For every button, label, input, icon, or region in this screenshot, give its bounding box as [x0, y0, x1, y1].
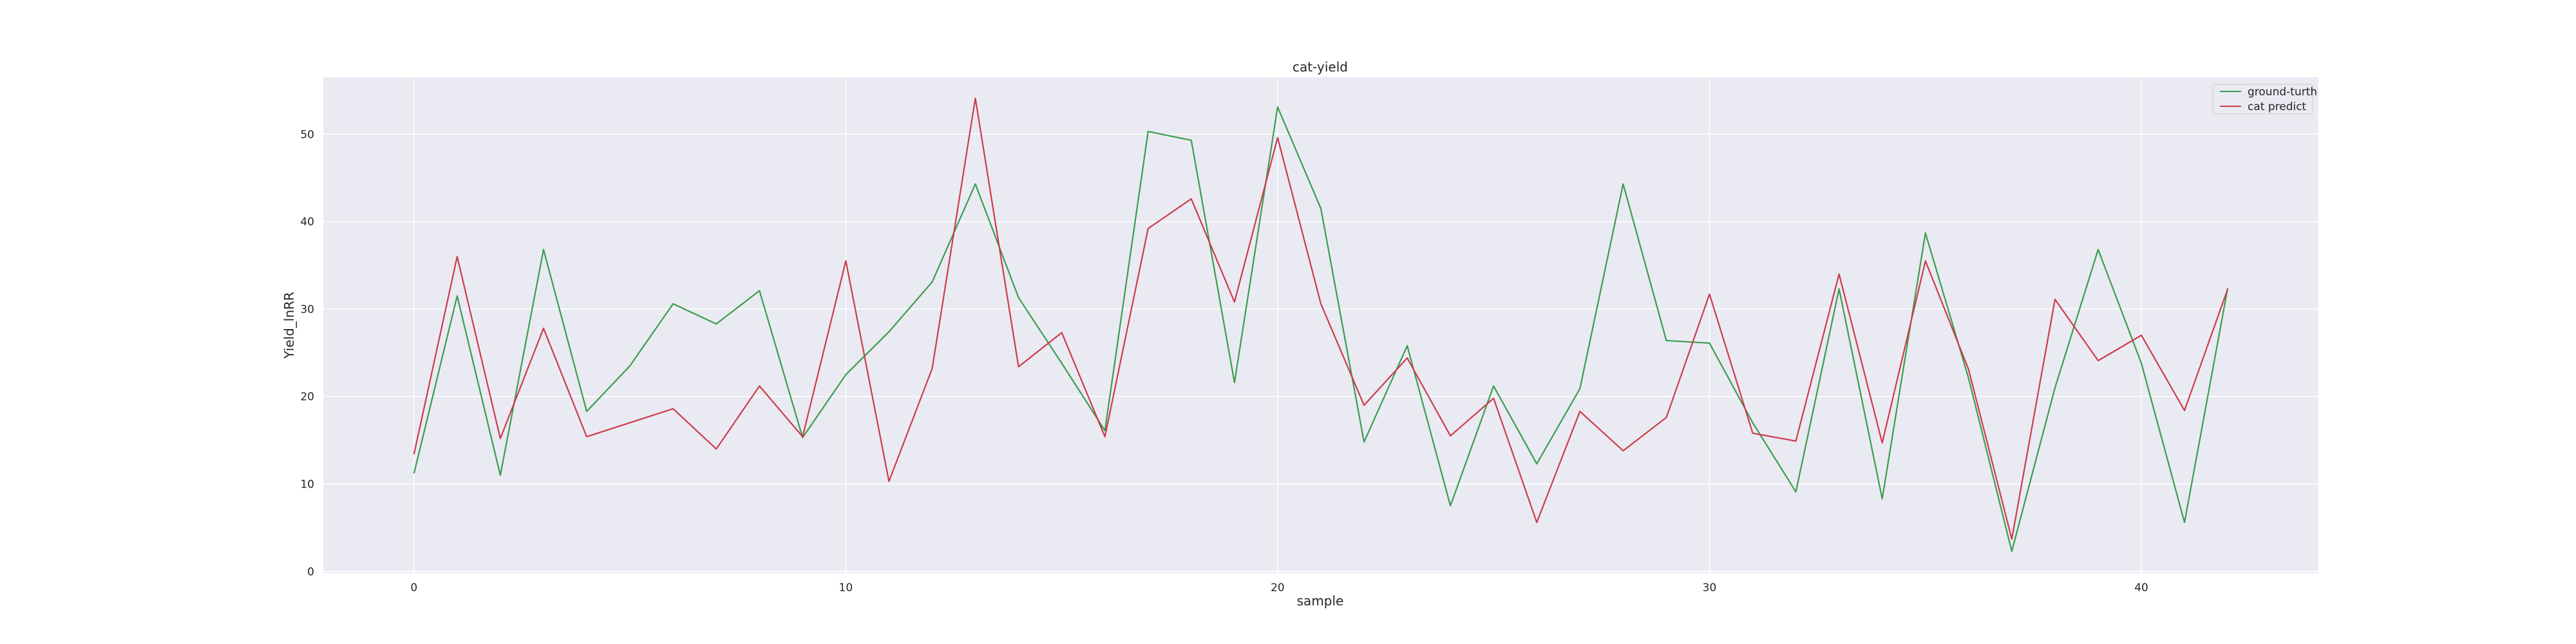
series-layer: [413, 97, 2229, 553]
legend-label-ground-turth: ground-turth: [2248, 86, 2317, 99]
x-axis-label: sample: [1297, 593, 1344, 609]
x-tick-label: 40: [2134, 582, 2148, 594]
legend-label-cat-predict: cat predict: [2248, 100, 2307, 113]
x-tick-label: 30: [1703, 582, 1717, 594]
y-tick-label: 40: [300, 216, 314, 229]
plot-area: [323, 77, 2318, 573]
x-tick-label: 20: [1271, 582, 1285, 594]
series-line-cat-predict: [413, 97, 2229, 540]
y-axis-label: Yield_lnRR: [281, 292, 297, 359]
y-tick-label: 20: [300, 391, 314, 404]
y-tick-label: 30: [300, 303, 314, 316]
legend: ground-turth cat predict: [2212, 84, 2317, 115]
tick-labels: 0 10 20 30 40 0 10 20 30 40 50: [300, 128, 2148, 594]
y-tick-label: 50: [300, 128, 314, 141]
y-tick-label: 0: [307, 565, 314, 578]
chart-title: cat-yield: [1293, 59, 1348, 75]
x-tick-label: 0: [410, 582, 417, 594]
series-line-ground-turth: [413, 106, 2229, 553]
grid: [323, 77, 2318, 573]
x-tick-label: 10: [839, 582, 853, 594]
y-tick-label: 10: [300, 478, 314, 491]
